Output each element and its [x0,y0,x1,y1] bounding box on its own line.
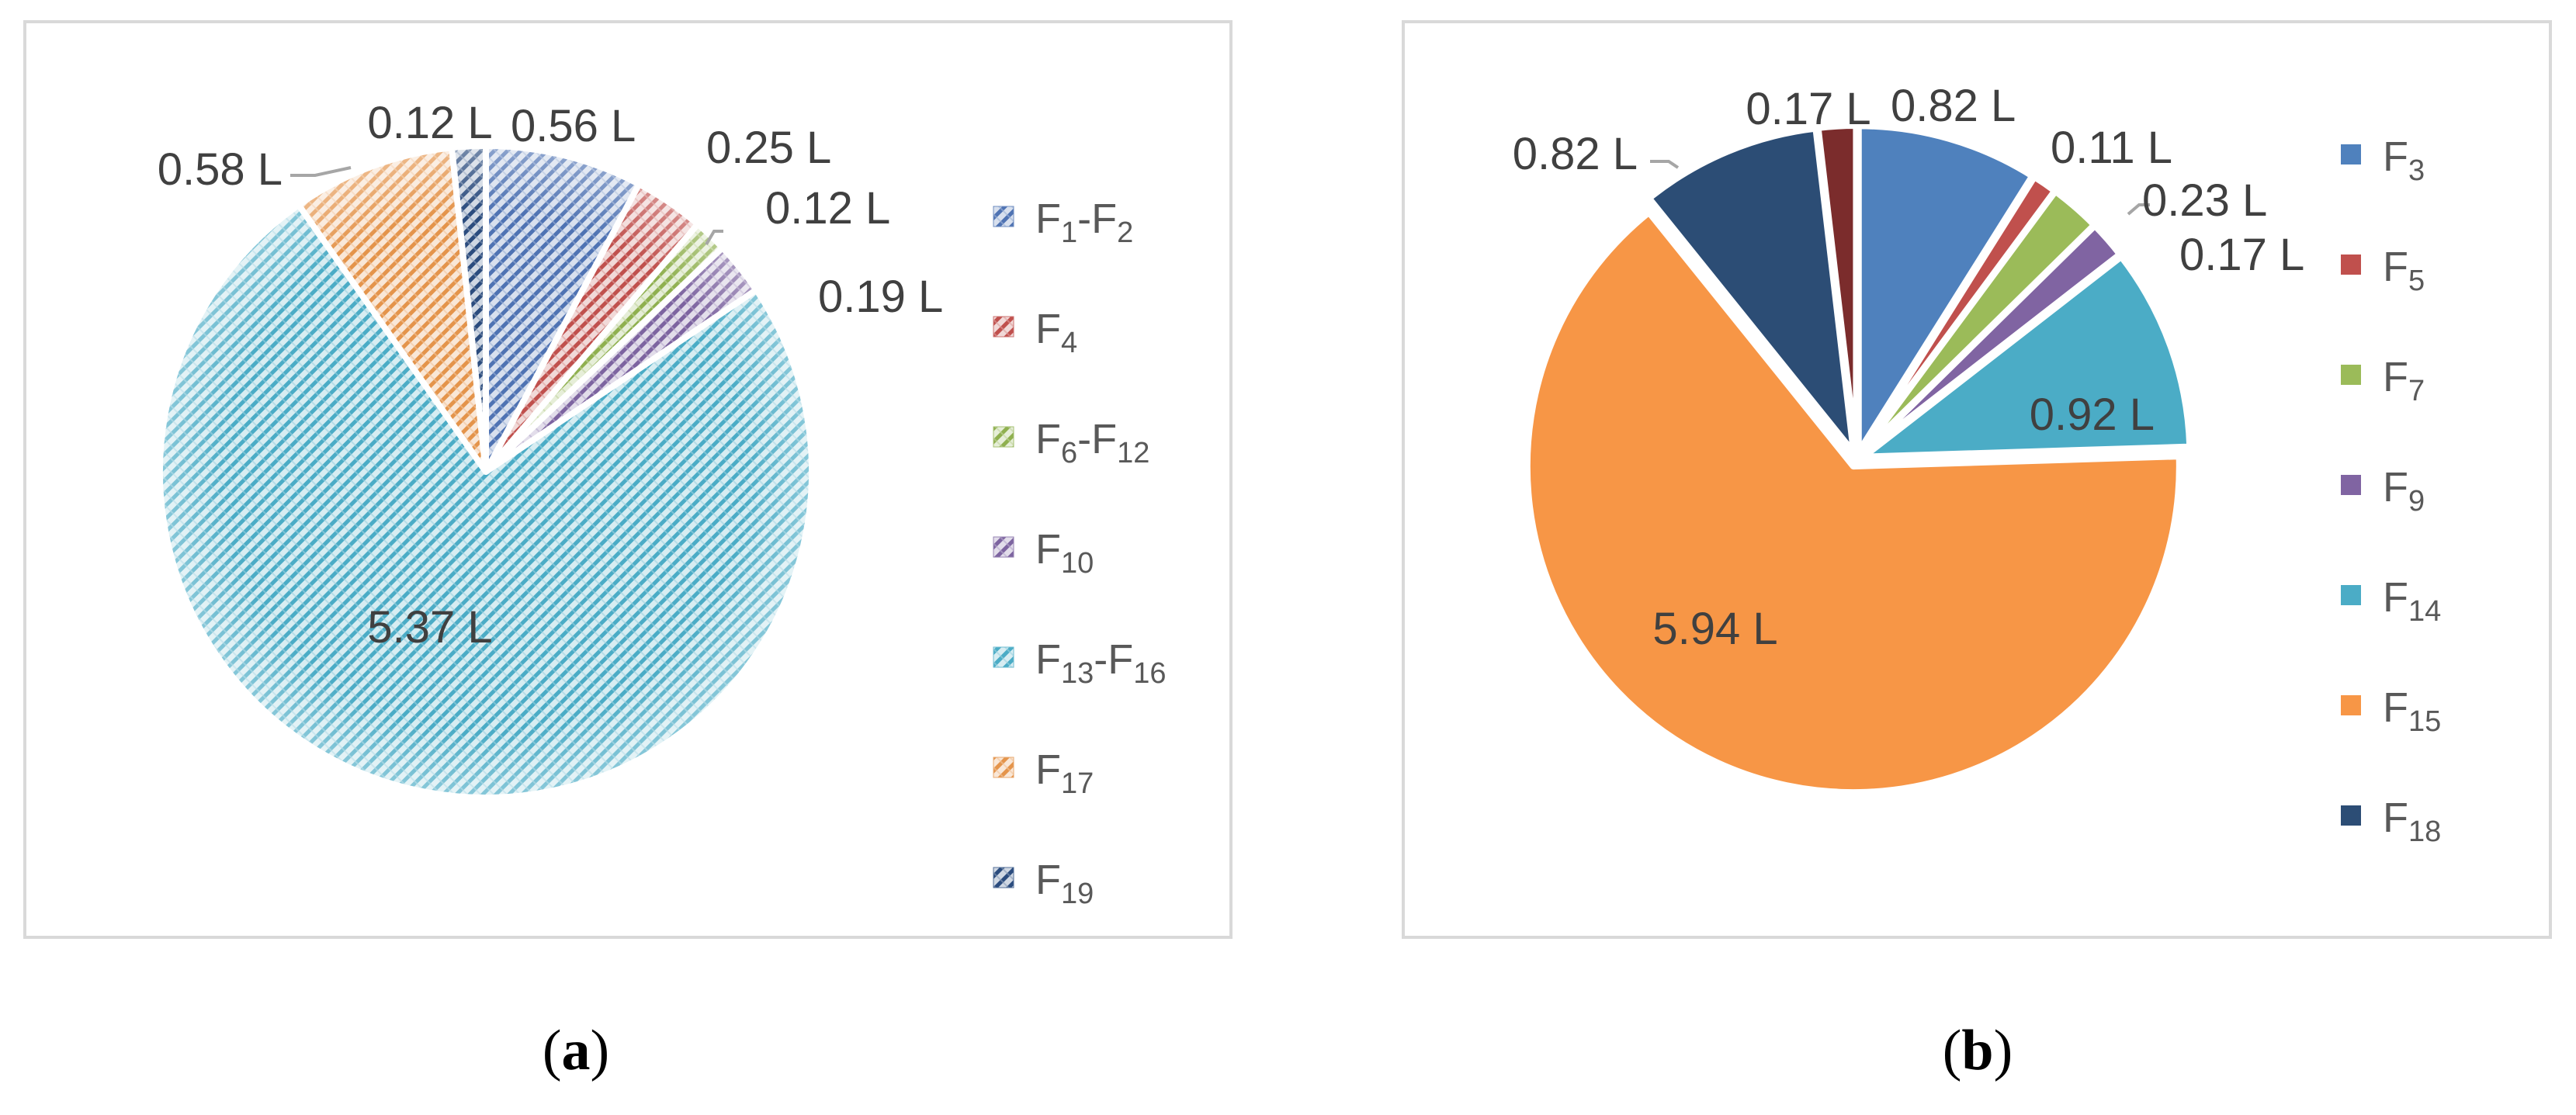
leader-line [1650,160,1680,169]
legend-swatch [2341,805,2361,826]
caption-b-close: ) [1993,1019,2013,1082]
legend-label: F9 [2383,464,2425,518]
legend-label: F6-F12 [1035,416,1149,469]
legend-swatch [993,206,1014,227]
pie-chart-a: 0.56 L 0.25 L 0.12 L 0.19 L 5.37 L 0.58 L 0.12… [157,98,1167,910]
caption-b-open: ( [1942,1019,1962,1082]
leader-line [290,166,352,177]
data-label: 0.56 L [511,101,636,151]
data-label: 0.58 L [158,144,283,195]
caption-a-letter: a [561,1019,591,1082]
legend-swatch [993,867,1014,888]
pie-chart-b: 0.82 L0.11 L0.23 L0.17 L0.92 L5.94 L0.82… [1513,81,2442,848]
caption-b-letter: b [1961,1019,1994,1082]
caption-a-open: ( [542,1019,562,1082]
data-label: 5.37 L [367,602,492,653]
legend-label: F18 [2383,795,2441,848]
legend-a: F1-F2 F4 F6-F12 F10 F13-F16 F17 F19 [993,196,1167,910]
data-label: 0.82 L [1513,129,1638,179]
data-label: 0.92 L [2030,390,2155,440]
legend-swatch [993,536,1014,558]
data-label: 5.94 L [1652,604,1777,654]
data-label: 0.82 L [1891,81,2016,131]
pie-slice-f14 [1860,253,2193,460]
leader-line [2127,203,2150,216]
pie-slices-a [157,143,815,801]
pie-slice-f15 [1524,209,2182,796]
legend-swatch [2341,365,2361,385]
legend-b: F3 F5 F7 F9 F14 F15 F18 [2341,133,2441,848]
chart-panel-b: 0.82 L 0.11 L 0.23 L 0.17 L 0.92 L 5.94 L 0.82… [1402,20,2552,939]
data-label: 0.25 L [706,123,831,173]
legend-label: F19 [1035,857,1094,910]
legend-label: F10 [1035,526,1094,580]
pie-slice-slice-7 [1815,123,1860,455]
legend-label: F4 [1035,306,1077,359]
legend-swatch [2341,144,2361,164]
legend-swatch [993,757,1014,778]
legend-swatch [2341,695,2361,715]
legend-label: F5 [2383,244,2425,297]
legend-label: F15 [2383,684,2441,738]
caption-a-close: ) [590,1019,610,1082]
pie-slice-f18 [1645,125,1857,455]
data-label: 0.12 L [367,98,492,148]
legend-swatch [993,426,1014,448]
data-label: 0.12 L [765,183,890,234]
legend-swatch [2341,475,2361,495]
data-label: 0.17 L [2179,230,2304,280]
legend-label: F1-F2 [1035,196,1133,249]
data-label: 0.23 L [2142,175,2267,226]
legend-label: F17 [1035,746,1094,800]
pie-slice-f3 [1855,123,2036,455]
legend-label: F13-F16 [1035,636,1167,690]
caption-a: (a) [421,1018,731,1084]
legend-label: F7 [2383,354,2425,407]
legend-swatch [2341,585,2361,605]
data-label: 0.19 L [818,272,943,322]
legend-swatch [2341,255,2361,275]
leader-line [705,230,723,246]
data-label: 0.11 L [2051,123,2172,173]
caption-b: (b) [1822,1018,2133,1084]
legend-label: F14 [2383,574,2441,628]
legend-swatch [993,316,1014,338]
chart-panel-a: 0.56 L 0.25 L 0.12 L 0.19 L 5.37 L 0.58 L 0.12… [23,20,1233,939]
legend-swatch [993,646,1014,668]
data-label: 0.17 L [1746,84,1870,134]
legend-label: F3 [2383,133,2425,187]
pie-slices-b [1524,123,2193,796]
